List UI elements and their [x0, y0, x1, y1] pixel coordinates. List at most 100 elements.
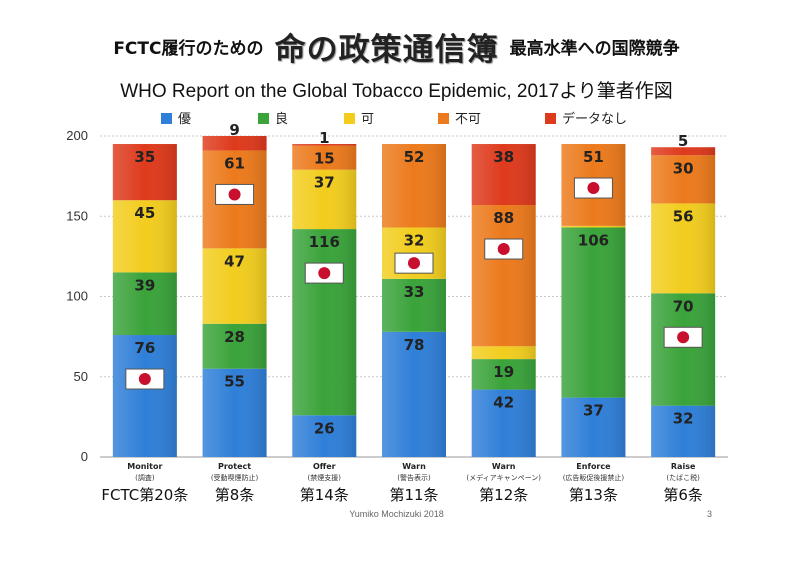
bar-segment-shade [471, 346, 536, 360]
data-label: 9 [229, 121, 239, 139]
bar-segment-shade [202, 248, 267, 324]
bar-segment-shade [292, 145, 357, 170]
title-prefix: FCTC履行のための [113, 39, 264, 59]
bar-segment-shade [382, 331, 446, 457]
legend-item: データなし [545, 111, 627, 127]
category-label: Warn [402, 462, 426, 471]
data-label: 45 [134, 204, 155, 222]
bar-segment-shade [292, 229, 357, 416]
bar-segment-shade [471, 389, 536, 457]
bar-segment-shade [651, 293, 716, 406]
japan-flag-icon [394, 252, 434, 274]
title-suffix: 最高水準への国際競争 [509, 39, 680, 59]
flag-sun [677, 331, 690, 344]
bar-segment-shade [471, 144, 536, 206]
bar-segment-shade [112, 144, 177, 201]
data-label: 61 [224, 154, 245, 172]
japan-flag-icon [663, 326, 703, 348]
legend-swatch [344, 113, 355, 124]
category-sublabel: (受動喫煙防止) [211, 473, 259, 482]
bars: 7639453555284761926116371517833325242198… [112, 121, 716, 457]
data-label: 19 [493, 363, 514, 381]
article-label: FCTC第20条 [101, 486, 188, 504]
legend-swatch [545, 113, 556, 124]
bar-segment-shade [292, 415, 357, 457]
data-label: 88 [493, 209, 514, 227]
bar-segment-shade [112, 200, 177, 273]
data-label: 39 [134, 276, 155, 294]
category-label: Monitor [127, 462, 162, 471]
category-label: Raise [671, 462, 696, 471]
legend: 優 良 可 不可 データなし [161, 111, 627, 127]
y-tick-label: 200 [66, 128, 88, 143]
legend-label: 可 [361, 112, 374, 127]
category-label: Warn [492, 462, 516, 471]
data-label: 47 [224, 252, 245, 270]
data-label: 37 [314, 174, 335, 192]
japan-flag-icon [125, 368, 165, 390]
flag-sun [318, 267, 331, 280]
y-tick-label: 100 [66, 289, 88, 304]
data-label: 28 [224, 328, 245, 346]
category-sublabel: (メディアキャンペーン) [466, 473, 541, 482]
legend-label: 不可 [455, 112, 481, 127]
flag-sun [587, 182, 600, 195]
category-sublabel: (調査) [135, 473, 155, 482]
category-label: Enforce [576, 462, 611, 471]
data-label: 106 [578, 231, 609, 249]
legend-swatch [258, 113, 269, 124]
bar-segment-shade [651, 155, 716, 204]
flag-sun [228, 188, 241, 201]
bar-segment-shade [202, 323, 267, 369]
legend-swatch [161, 113, 172, 124]
article-label: 第6条 [663, 486, 703, 504]
bar-segment-shade [382, 144, 446, 228]
legend-swatch [438, 113, 449, 124]
data-label: 5 [678, 132, 688, 150]
page-number: 3 [707, 509, 713, 519]
data-label: 33 [404, 283, 425, 301]
bar-segment-shade [561, 227, 626, 398]
data-label: 32 [404, 231, 425, 249]
data-label: 42 [493, 394, 514, 412]
data-label: 30 [673, 159, 694, 177]
data-label: 51 [583, 148, 604, 166]
article-label: 第11条 [389, 486, 438, 504]
article-label: 第12条 [479, 486, 528, 504]
bar-segment-shade [202, 368, 267, 457]
flag-sun [497, 243, 510, 256]
legend-label: 優 [178, 112, 191, 127]
data-label: 116 [309, 233, 340, 251]
data-label: 78 [404, 336, 425, 354]
article-label: 第8条 [215, 486, 255, 504]
data-label: 76 [134, 339, 155, 357]
legend-label: 良 [275, 111, 288, 127]
flag-sun [138, 373, 151, 386]
category-sublabel: (禁煙支援) [308, 473, 342, 482]
japan-flag-icon [573, 177, 613, 199]
bar-segment-shade [112, 335, 177, 457]
bar-segment-shade [382, 278, 446, 332]
bar-segment-shade [202, 136, 267, 151]
data-label: 32 [673, 410, 694, 428]
page-title: 命の政策通信簿 [274, 32, 499, 68]
bar-segment-shade [651, 203, 716, 294]
data-label: 15 [314, 150, 335, 168]
data-label: 70 [673, 297, 694, 315]
legend-item: 可 [344, 112, 374, 127]
y-tick-label: 0 [81, 449, 88, 464]
bar-segment-shade [651, 405, 716, 457]
legend-item: 良 [258, 111, 288, 127]
category-label: Protect [218, 462, 251, 471]
category-sublabel: (警告表示) [397, 473, 431, 482]
y-tick-label: 50 [74, 369, 88, 384]
bar-segment-shade [561, 225, 626, 228]
data-label: 37 [583, 402, 604, 420]
data-label: 35 [134, 148, 155, 166]
japan-flag-icon [304, 262, 344, 284]
y-axis-ticks: 0 50 100 150 200 [66, 128, 88, 464]
x-axis-labels: Monitor (調査) FCTC第20条 Protect (受動喫煙防止) 第8条 Off… [101, 462, 703, 504]
legend-item: 不可 [438, 112, 481, 127]
article-label: 第13条 [569, 486, 618, 504]
